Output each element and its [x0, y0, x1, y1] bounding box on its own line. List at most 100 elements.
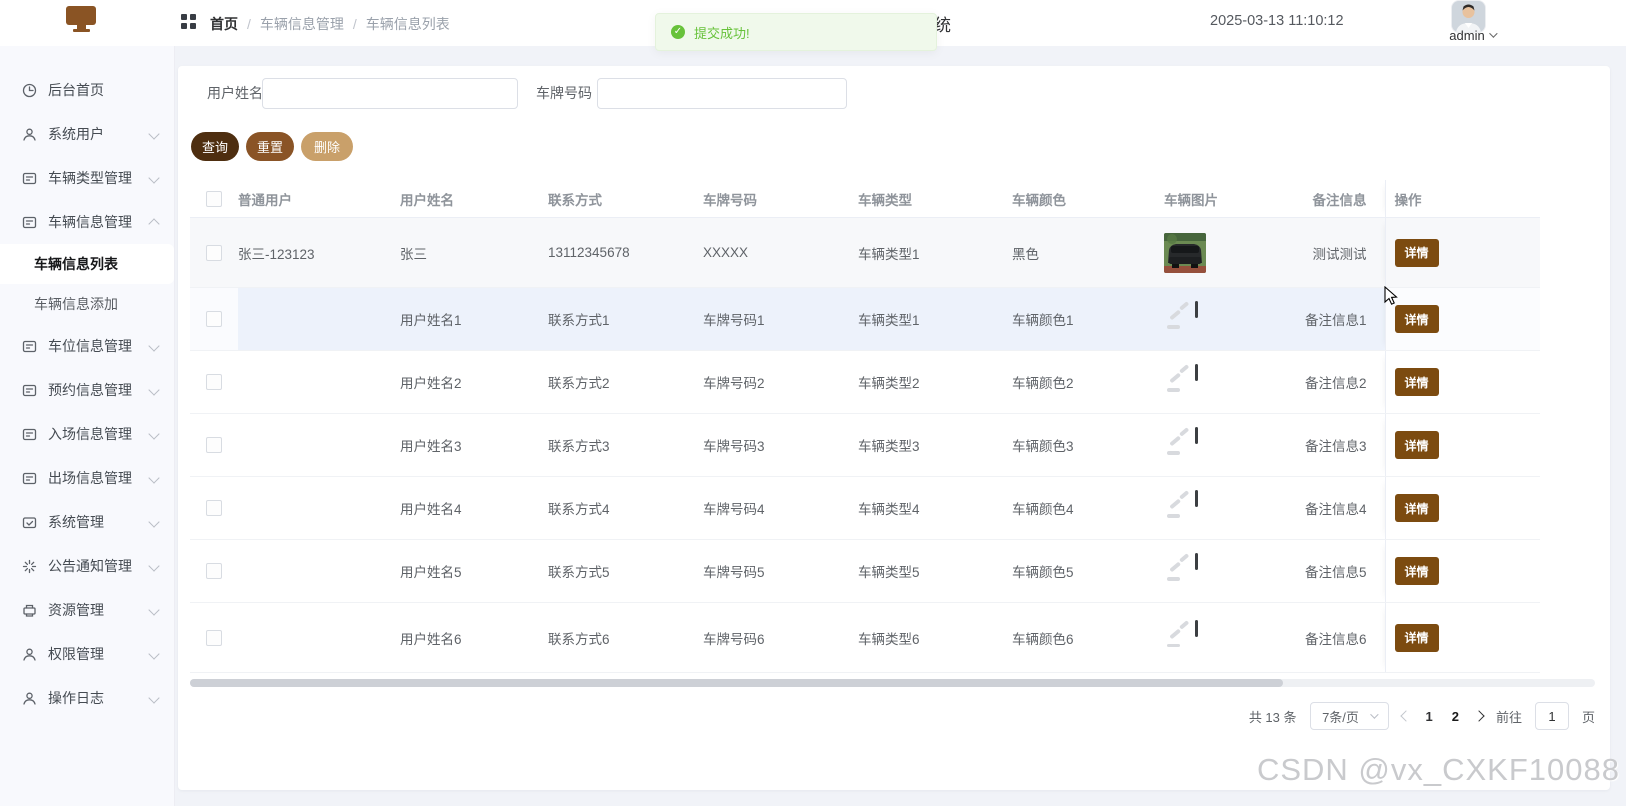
sidebar-item-dashboard[interactable]: 后台首页 — [0, 68, 174, 112]
sidebar-item-notice[interactable]: 公告通知管理 — [0, 544, 174, 588]
horizontal-scrollbar-thumb[interactable] — [190, 679, 1283, 687]
row-checkbox[interactable] — [206, 500, 222, 517]
plate-filter-input[interactable] — [597, 78, 847, 109]
horizontal-scrollbar-track — [190, 679, 1595, 687]
chevron-down-icon — [148, 604, 160, 616]
row-checkbox[interactable] — [206, 437, 222, 454]
detail-button[interactable]: 详情 — [1394, 368, 1439, 396]
sidebar-item-system-mgmt[interactable]: 系统管理 — [0, 500, 174, 544]
detail-button[interactable]: 详情 — [1394, 238, 1439, 267]
sidebar-item-permission[interactable]: 权限管理 — [0, 632, 174, 676]
cell-image — [1164, 539, 1285, 603]
cell-remark: 备注信息6 — [1285, 602, 1385, 673]
row-checkbox[interactable] — [206, 244, 222, 261]
cell-common-user — [238, 287, 400, 351]
select-all-checkbox[interactable] — [206, 190, 222, 207]
breadcrumb-section: 车辆信息管理 — [259, 16, 344, 32]
col-common-user: 普通用户 — [238, 180, 400, 218]
cell-plate: 车牌号码6 — [703, 602, 858, 673]
page-number-1[interactable]: 1 — [1425, 708, 1433, 724]
detail-button[interactable]: 详情 — [1394, 623, 1439, 652]
detail-button[interactable]: 详情 — [1394, 431, 1439, 459]
sparkle-icon — [22, 559, 37, 573]
cell-remark: 备注信息1 — [1285, 287, 1385, 351]
table-row: 用户姓名5 联系方式5 车牌号码5 车辆类型5 车辆颜色5 备注信息5 详情 — [190, 539, 1540, 603]
sidebar-item-system-users[interactable]: 系统用户 — [0, 112, 174, 156]
chevron-down-icon — [148, 384, 160, 396]
cell-contact: 联系方式4 — [548, 476, 703, 540]
sidebar-item-exit-info[interactable]: 出场信息管理 — [0, 456, 174, 500]
sidebar-subitem-label: 车辆信息列表 — [34, 256, 118, 272]
breadcrumb-current: 车辆信息列表 — [365, 16, 450, 32]
menu-grid-icon[interactable] — [181, 14, 196, 29]
table-row: 用户姓名1 联系方式1 车牌号码1 车辆类型1 车辆颜色1 备注信息1 详情 — [190, 287, 1540, 351]
sidebar-subitem-vehicle-list[interactable]: 车辆信息列表 — [0, 244, 174, 284]
cell-common-user — [238, 602, 400, 673]
goto-label: 前往 — [1495, 709, 1522, 725]
sidebar-subitem-vehicle-add[interactable]: 车辆信息添加 — [0, 284, 174, 324]
cell-image — [1164, 350, 1285, 414]
page-size-select[interactable]: 7条/页 — [1309, 702, 1389, 730]
row-checkbox[interactable] — [206, 629, 222, 646]
cell-plate: 车牌号码3 — [703, 413, 858, 477]
goto-page-input[interactable] — [1534, 702, 1569, 730]
cell-username: 用户姓名6 — [400, 602, 548, 673]
row-checkbox[interactable] — [206, 563, 222, 580]
col-username: 用户姓名 — [400, 180, 548, 218]
cell-type: 车辆类型2 — [858, 350, 1012, 414]
cell-remark: 备注信息2 — [1285, 350, 1385, 414]
search-button[interactable]: 查询 — [191, 132, 239, 161]
sidebar-item-resource[interactable]: 资源管理 — [0, 588, 174, 632]
username-filter-input[interactable] — [262, 78, 518, 109]
detail-button[interactable]: 详情 — [1394, 494, 1439, 522]
breadcrumb-separator: / — [247, 16, 251, 32]
col-remark: 备注信息 — [1285, 180, 1385, 218]
sidebar-item-label: 操作日志 — [48, 690, 104, 706]
detail-button[interactable]: 详情 — [1394, 305, 1439, 333]
chevron-down-icon — [148, 692, 160, 704]
cell-remark: 备注信息4 — [1285, 476, 1385, 540]
sidebar-item-reservation[interactable]: 预约信息管理 — [0, 368, 174, 412]
table-row: 用户姓名4 联系方式4 车牌号码4 车辆类型4 车辆颜色4 备注信息4 详情 — [190, 476, 1540, 540]
cell-color: 黑色 — [1012, 217, 1164, 288]
reset-button[interactable]: 重置 — [246, 132, 294, 161]
detail-button[interactable]: 详情 — [1394, 557, 1439, 585]
sidebar-item-label: 后台首页 — [48, 82, 104, 98]
sidebar-item-label: 权限管理 — [48, 646, 104, 662]
table-header-row: 普通用户 用户姓名 联系方式 车牌号码 车辆类型 车辆颜色 车辆图片 备注信息 … — [190, 180, 1540, 218]
cell-image — [1164, 287, 1285, 351]
chevron-down-icon — [1488, 29, 1498, 38]
row-checkbox[interactable] — [206, 311, 222, 328]
sidebar-item-vehicle-info[interactable]: 车辆信息管理 — [0, 200, 174, 244]
col-action: 操作 — [1384, 180, 1540, 218]
sidebar-item-vehicle-type[interactable]: 车辆类型管理 — [0, 156, 174, 200]
image-loading-placeholder — [1166, 619, 1206, 657]
sidebar-item-parking-space[interactable]: 车位信息管理 — [0, 324, 174, 368]
page-number-2[interactable]: 2 — [1451, 708, 1459, 724]
cell-common-user — [238, 350, 400, 414]
cell-username: 用户姓名4 — [400, 476, 548, 540]
sidebar-item-operation-log[interactable]: 操作日志 — [0, 676, 174, 720]
avatar-photo — [1452, 1, 1485, 32]
delete-button[interactable]: 删除 — [301, 132, 353, 161]
chevron-down-icon — [1370, 710, 1379, 719]
row-checkbox[interactable] — [206, 374, 222, 391]
breadcrumb-home[interactable]: 首页 — [210, 16, 238, 32]
sidebar-item-entry-info[interactable]: 入场信息管理 — [0, 412, 174, 456]
col-plate: 车牌号码 — [703, 180, 858, 218]
user-menu[interactable]: admin — [1442, 28, 1502, 43]
next-page-button[interactable] — [1473, 710, 1485, 722]
form-icon — [22, 384, 37, 396]
cell-remark: 备注信息5 — [1285, 539, 1385, 603]
user-avatar[interactable] — [1452, 1, 1485, 32]
vehicle-photo[interactable] — [1164, 232, 1206, 273]
prev-page-button[interactable] — [1399, 710, 1412, 722]
goto-unit-label: 页 — [1581, 709, 1595, 725]
sidebar-item-label: 资源管理 — [48, 602, 104, 618]
cell-common-user — [238, 413, 400, 477]
col-color: 车辆颜色 — [1012, 180, 1164, 218]
image-loading-placeholder — [1166, 300, 1206, 338]
col-contact: 联系方式 — [548, 180, 703, 218]
sidebar-item-label: 车辆信息管理 — [48, 214, 132, 230]
sidebar-item-label: 入场信息管理 — [48, 426, 132, 442]
